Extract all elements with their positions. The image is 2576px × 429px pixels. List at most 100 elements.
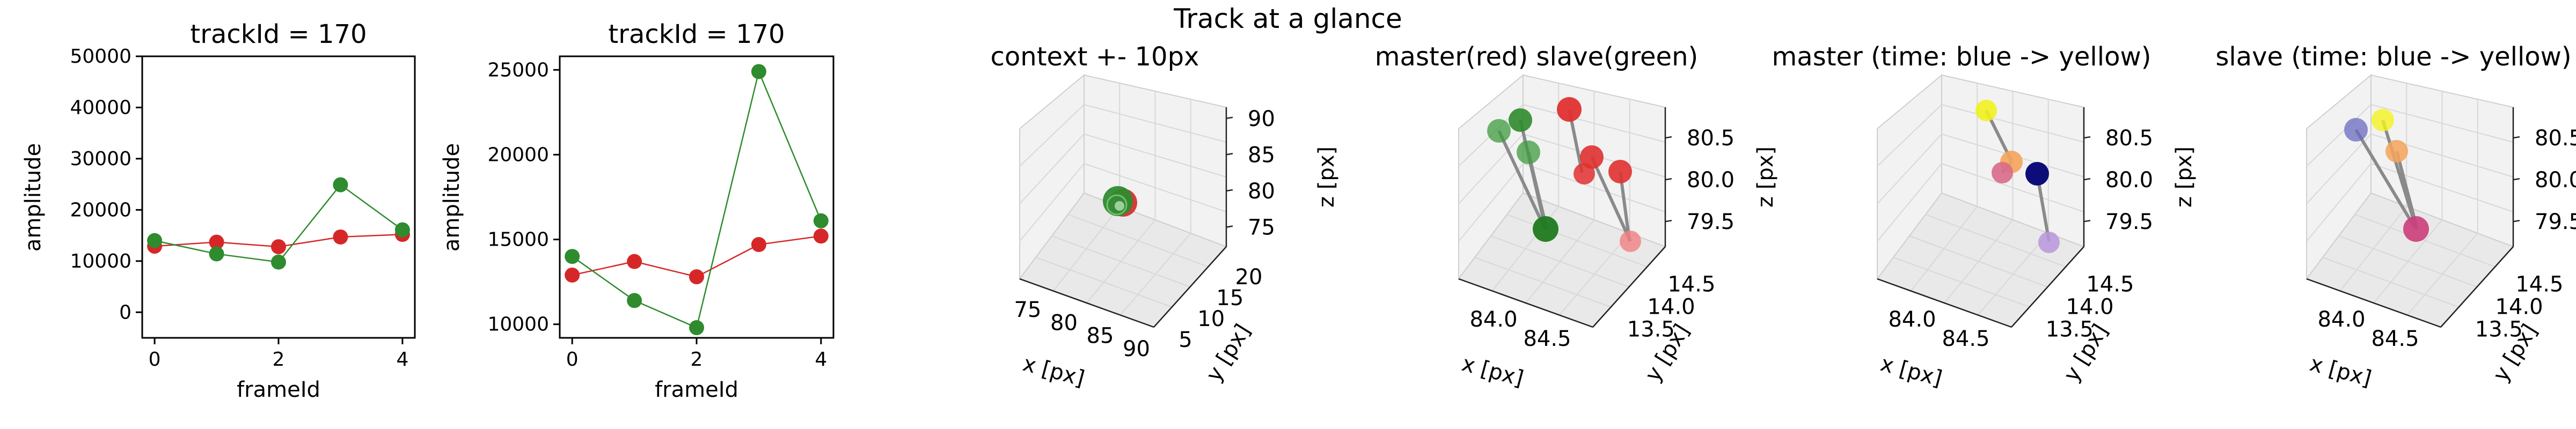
y-tick-label: 5 [1179, 328, 1192, 352]
z-tick-label: 79.5 [2535, 210, 2576, 234]
x-tick-label: 2 [691, 349, 703, 371]
x-axis-line [1458, 278, 1593, 328]
data-point [689, 269, 704, 285]
data-point [271, 254, 286, 270]
z-tick-label: 80.0 [2535, 168, 2576, 193]
grid-line [1558, 233, 1630, 316]
x-tick-label: 84.0 [2317, 307, 2365, 332]
point-marker [1509, 108, 1532, 132]
x-tick-label: 84.5 [1523, 327, 1571, 351]
panel-title: trackId = 170 [608, 19, 785, 49]
y-tick-label: 14.5 [2515, 272, 2563, 297]
z-tick-label: 80.0 [1687, 168, 1735, 193]
y-axis-label: amplitude [440, 143, 464, 252]
pair-link [2395, 151, 2419, 230]
x-axis-line [1877, 278, 2012, 328]
data-point [209, 234, 224, 250]
x-tick-label: 90 [1123, 337, 1150, 361]
z-tick-mark [2083, 177, 2091, 181]
z-tick-mark [1665, 177, 1672, 181]
panel-slave-time-3d: slave (time: blue -> yellow) 84.084.5x [… [2215, 42, 2576, 391]
panel-master-time-3d: master (time: blue -> yellow) 84.084.5x … [1772, 42, 2197, 391]
data-point [565, 267, 580, 283]
point-marker [2025, 162, 2049, 186]
panel-master-slave-3d: master(red) slave(green) 84.084.5x [px] 1… [1375, 42, 1778, 391]
grid-line [1458, 134, 1524, 204]
x-tick-label: 84.5 [2371, 327, 2419, 351]
z-axis-label: z [px] [1314, 146, 1339, 208]
grid-line [2338, 235, 2477, 287]
pair-link [1497, 130, 1546, 229]
grid-line [1941, 104, 2084, 143]
point-marker [1517, 140, 1540, 164]
y-tick-label: 20000 [487, 144, 549, 166]
x-tick-label: 75 [1014, 298, 1042, 322]
grid-line [1019, 134, 1085, 204]
y-tick-label: 10000 [70, 250, 131, 272]
y-tick-label: 14.0 [2496, 295, 2543, 320]
panel-title: master (time: blue -> yellow) [1772, 42, 2151, 72]
x-axis-label: frameId [237, 378, 320, 402]
x-tick-label: 85 [1087, 324, 1114, 349]
grid-line [2354, 214, 2496, 268]
grid-line [1877, 163, 1942, 242]
x-tick-label: 4 [396, 349, 408, 371]
x-axis-line [2306, 278, 2441, 328]
data-point [751, 237, 766, 253]
point-marker [2344, 118, 2368, 142]
grid-line [1067, 214, 1209, 268]
grid-line [1019, 104, 1085, 167]
z-axis-label: z [px] [1753, 146, 1778, 208]
x-axis-label: x [px] [2307, 351, 2374, 391]
grid-line [1458, 163, 1524, 242]
y-tick-label: 13.5 [2046, 317, 2094, 342]
z-tick-mark [2083, 136, 2091, 139]
z-tick-mark [1665, 219, 1672, 223]
grid-line [1877, 104, 1942, 167]
y-tick-label: 14.0 [2066, 295, 2114, 320]
point-marker [1992, 162, 2013, 183]
panel-title: trackId = 170 [190, 19, 367, 49]
y-tick-label: 10000 [487, 314, 549, 336]
grid-line [1977, 233, 2049, 316]
series-line-1 [572, 69, 822, 329]
point-marker [1574, 163, 1595, 184]
x-tick-label: 2 [273, 349, 285, 371]
x-tick-label: 0 [149, 349, 161, 371]
y-tick-label: 14.0 [1648, 295, 1695, 320]
x-axis-label: x [px] [1459, 351, 1526, 391]
data-point [147, 233, 163, 248]
data-point [271, 239, 286, 255]
point-marker [1115, 201, 1124, 211]
grid-line [1084, 104, 1227, 143]
data-point [627, 254, 642, 269]
grid-line [2370, 104, 2514, 143]
point-marker [1620, 231, 1641, 252]
grid-line [1051, 235, 1190, 287]
y-tick-label: 0 [119, 301, 131, 323]
y-tick-label: 10 [1197, 307, 1225, 331]
z-tick-label: 80.5 [1687, 126, 1735, 151]
z-tick-label: 80.5 [2105, 126, 2153, 151]
data-point [689, 320, 704, 336]
grid-line [1019, 163, 1085, 242]
x-axis-label: x [px] [1878, 351, 1945, 391]
y-tick-label: 20000 [70, 199, 131, 221]
z-tick-label: 75 [1248, 216, 1275, 240]
z-tick-mark [1226, 153, 1233, 156]
figure-suptitle: Track at a glance [1173, 3, 1402, 34]
z-tick-label: 90 [1248, 107, 1275, 131]
x-axis-label: frameId [655, 378, 738, 402]
grid-line [1490, 235, 1629, 287]
panel-title: context +- 10px [991, 42, 1199, 72]
z-tick-mark [2513, 177, 2520, 181]
z-tick-label: 79.5 [2105, 210, 2153, 234]
z-tick-mark [1665, 136, 1672, 139]
z-tick-mark [1226, 116, 1233, 120]
point-marker [2038, 232, 2060, 253]
z-tick-label: 85 [1248, 143, 1275, 167]
data-point [813, 213, 829, 228]
x-tick-label: 0 [566, 349, 579, 371]
